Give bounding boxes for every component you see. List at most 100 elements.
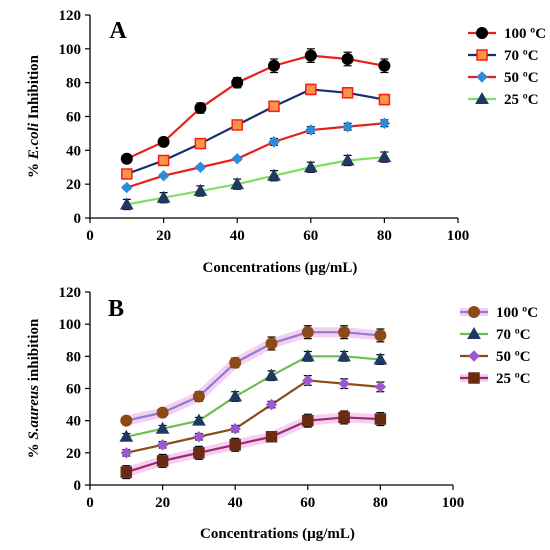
data-point	[120, 414, 133, 427]
x-tick-label: 100	[442, 495, 465, 511]
y-tick-label: 100	[59, 42, 82, 58]
data-point	[193, 183, 208, 196]
series-1	[120, 48, 391, 165]
legend-label: 100 ºC	[496, 305, 538, 321]
x-tick-label: 20	[156, 228, 171, 244]
data-point	[121, 168, 133, 180]
data-point	[338, 411, 350, 424]
x-tick-label: 80	[373, 495, 388, 511]
series-line	[126, 379, 381, 454]
legend-label: 100 ºC	[504, 26, 546, 42]
legend-marker	[476, 49, 488, 61]
chart-panel-b: 0 20 40 60 80 100 120 0 20 40 60 80 100 Concentration…	[26, 285, 538, 542]
x-tick-label: 80	[377, 228, 392, 244]
y-axis-title: % E.coli Inhibition	[26, 54, 42, 178]
series-4	[120, 410, 387, 480]
y-tick-label: 20	[66, 177, 81, 193]
x-tick-label: 60	[303, 228, 318, 244]
y-tick-label: 60	[66, 382, 81, 398]
data-point	[228, 389, 243, 402]
data-point	[301, 326, 314, 339]
data-point	[377, 150, 392, 163]
data-point	[229, 439, 241, 451]
y-tick-label: 40	[66, 414, 81, 430]
data-point	[378, 59, 391, 72]
data-point	[265, 337, 278, 350]
y-tick-label: 40	[66, 143, 81, 159]
data-point	[194, 161, 207, 173]
series-4	[119, 150, 392, 211]
x-tick-label: 40	[230, 228, 245, 244]
y-tick-label: 80	[66, 349, 81, 365]
series-line	[126, 355, 381, 438]
data-point	[120, 466, 133, 478]
legend-label: 25 ºC	[496, 371, 531, 387]
data-point	[341, 87, 354, 99]
data-point	[378, 93, 391, 106]
data-point	[300, 349, 315, 362]
y-axis-title-organism: E.coli	[26, 122, 42, 160]
panel-letter: B	[108, 296, 124, 322]
data-point	[305, 83, 317, 96]
data-point	[305, 124, 317, 136]
data-point	[119, 429, 134, 442]
series-line	[126, 156, 385, 206]
y-axis-title-suffix: Inhibition	[26, 54, 42, 123]
data-point	[231, 76, 244, 89]
series-3	[121, 117, 391, 194]
legend-label: 50 ºC	[496, 349, 531, 365]
data-point	[304, 49, 317, 62]
data-point	[155, 421, 170, 434]
y-tick-label: 0	[74, 211, 82, 227]
data-point	[193, 447, 205, 459]
data-point	[337, 349, 351, 362]
data-point	[341, 52, 354, 65]
data-point	[194, 102, 207, 115]
series-2	[119, 349, 388, 442]
x-axis-title: Concentrations (µg/mL)	[200, 526, 355, 542]
legend-label: 70 ºC	[496, 327, 531, 343]
data-point	[121, 181, 133, 194]
chart-panel-a: 0 20 40 60 80 100 120 0 20 40 60 80 100 Concentration…	[26, 8, 546, 276]
data-point	[265, 431, 278, 443]
data-point	[338, 377, 350, 390]
legend-marker	[467, 326, 481, 339]
data-point	[119, 197, 134, 210]
data-point	[268, 59, 280, 72]
data-point	[231, 153, 243, 165]
legend: 100 ºC 70 ºC 50 ºC 25 ºC	[468, 26, 546, 108]
x-tick-label: 100	[447, 228, 470, 244]
legend-label: 50 ºC	[504, 70, 539, 86]
data-point	[157, 135, 170, 148]
data-point	[373, 352, 388, 365]
y-axis-title-organism: S.aureus	[26, 385, 42, 440]
y-tick-label: 80	[66, 76, 81, 92]
data-point	[156, 406, 169, 419]
legend-marker	[475, 91, 489, 104]
series-2	[121, 83, 391, 180]
legend-label: 70 ºC	[504, 48, 539, 64]
legend-label: 25 ºC	[504, 92, 539, 108]
data-point	[157, 154, 170, 167]
data-point	[192, 413, 206, 426]
x-tick-label: 20	[155, 495, 170, 511]
data-point	[267, 168, 281, 181]
y-axis-title-prefix: %	[26, 159, 42, 178]
data-point	[120, 447, 133, 459]
data-point	[374, 381, 387, 393]
data-point	[303, 160, 318, 173]
data-point	[338, 326, 351, 339]
series-3	[120, 374, 387, 459]
data-point	[374, 413, 387, 425]
y-tick-label: 0	[74, 478, 82, 494]
data-point	[229, 423, 241, 435]
series-line	[126, 54, 385, 160]
y-axis-title-prefix: %	[26, 440, 42, 459]
data-point	[268, 136, 280, 148]
y-axis-title-suffix: inhibition	[26, 318, 42, 385]
data-point	[230, 177, 245, 190]
data-point	[156, 439, 169, 451]
data-point	[302, 374, 314, 387]
y-axis-title: % S.aureus inhibition	[26, 318, 42, 458]
